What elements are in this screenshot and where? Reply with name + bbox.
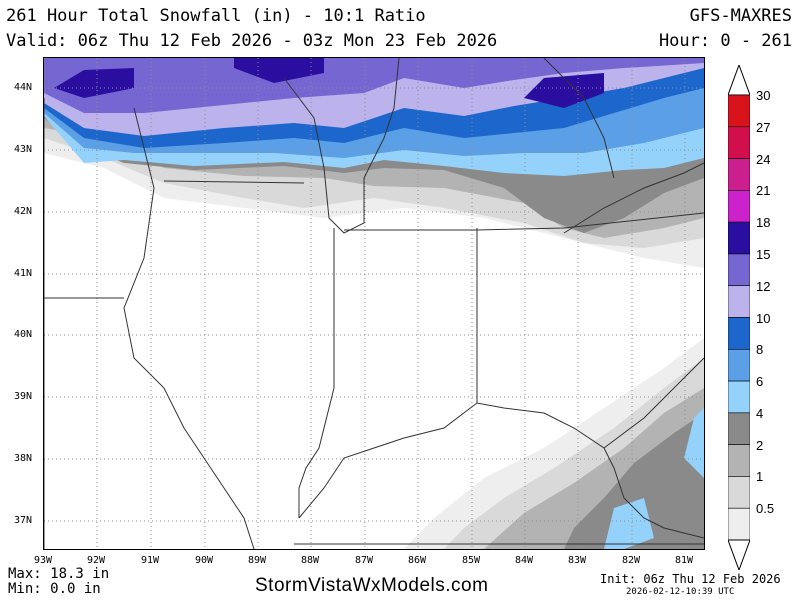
border-wv-ky [603,357,704,449]
map-canvas [44,58,704,549]
lon-label-82W: 82W [621,555,641,566]
lat-label-43N: 43N [14,144,33,155]
lon-label-86W: 86W [407,555,427,566]
generated-timestamp: 2026-02-12-10:39 UTC [626,587,735,597]
legend-label: 0.5 [756,501,775,517]
legend-label: 27 [756,119,771,135]
legend-swatch [728,348,750,382]
map-title: 261 Hour Total Snowfall (in) - 10:1 Rati… [6,6,426,26]
lat-label-44N: 44N [14,82,33,93]
legend-label: 1 [756,469,764,485]
min-value: Min: 0.0 in [8,581,101,597]
legend-label: 2 [756,437,764,453]
legend-swatch [728,158,750,191]
legend-label: 24 [756,151,771,167]
legend-swatch [728,126,750,159]
legend-label: 18 [756,215,771,231]
lake-huron [543,58,615,179]
legend-label: 10 [756,310,771,326]
snow-band-se-4 [564,413,704,549]
legend-label: 21 [756,183,771,199]
hour-range: Hour: 0 - 261 [658,31,792,51]
legend-swatch [728,476,750,509]
legend-swatch [728,317,750,350]
legend-swatch [728,507,750,541]
state-borders [44,58,704,549]
legend-swatch [728,380,750,414]
lon-label-84W: 84W [514,555,534,566]
border-mi-in [344,212,704,231]
legend-swatch [728,285,750,318]
legend-swatch [728,253,750,287]
lake-michigan [283,58,400,234]
legend-label: 6 [756,374,764,390]
river-ohio [298,402,704,539]
lon-label-92W: 92W [86,555,106,566]
lat-label-41N: 41N [14,268,33,279]
color-scale [728,65,750,570]
lat-label-37N: 37N [14,515,33,526]
lake-erie [563,162,704,234]
lon-label-88W: 88W [300,555,320,566]
legend-swatch [728,444,750,477]
legend-swatch [728,412,750,445]
legend-label: 4 [756,405,764,421]
legend-swatch [728,94,750,128]
legend-swatch [728,221,750,255]
lat-label-40N: 40N [14,329,33,340]
legend-swatch [728,190,750,223]
lon-label-89W: 89W [247,555,267,566]
snow-band-se-6 [604,408,704,549]
valid-range: Valid: 06z Thu 12 Feb 2026 - 03z Mon 23 … [6,31,498,51]
legend-bottom-arrow [728,539,750,570]
legend-label: 30 [756,88,771,103]
lon-label-85W: 85W [461,555,481,566]
border-il-in [298,228,335,518]
river-mississippi [123,107,255,549]
lon-label-91W: 91W [140,555,160,566]
legend-label: 15 [756,246,771,262]
model-name: GFS-MAXRES [689,6,792,26]
lat-label-42N: 42N [14,206,33,217]
snowfall-map [43,57,705,550]
lat-label-39N: 39N [14,391,33,402]
lon-label-83W: 83W [567,555,587,566]
max-value: Max: 18.3 in [8,566,110,582]
legend-top-arrow [728,65,750,96]
legend-label: 12 [756,278,771,294]
lon-label-93W: 93W [33,555,53,566]
border-wi-il [163,180,305,184]
lon-label-81W: 81W [674,555,694,566]
lon-label-90W: 90W [194,555,214,566]
snow-band-15 [44,58,704,113]
lat-label-38N: 38N [14,453,33,464]
site-credit: StormVistaWxModels.com [255,575,489,596]
lon-label-87W: 87W [354,555,374,566]
legend-label: 8 [756,342,764,358]
snow-band-18 [54,58,604,108]
init-time: Init: 06z Thu 12 Feb 2026 [600,572,781,586]
